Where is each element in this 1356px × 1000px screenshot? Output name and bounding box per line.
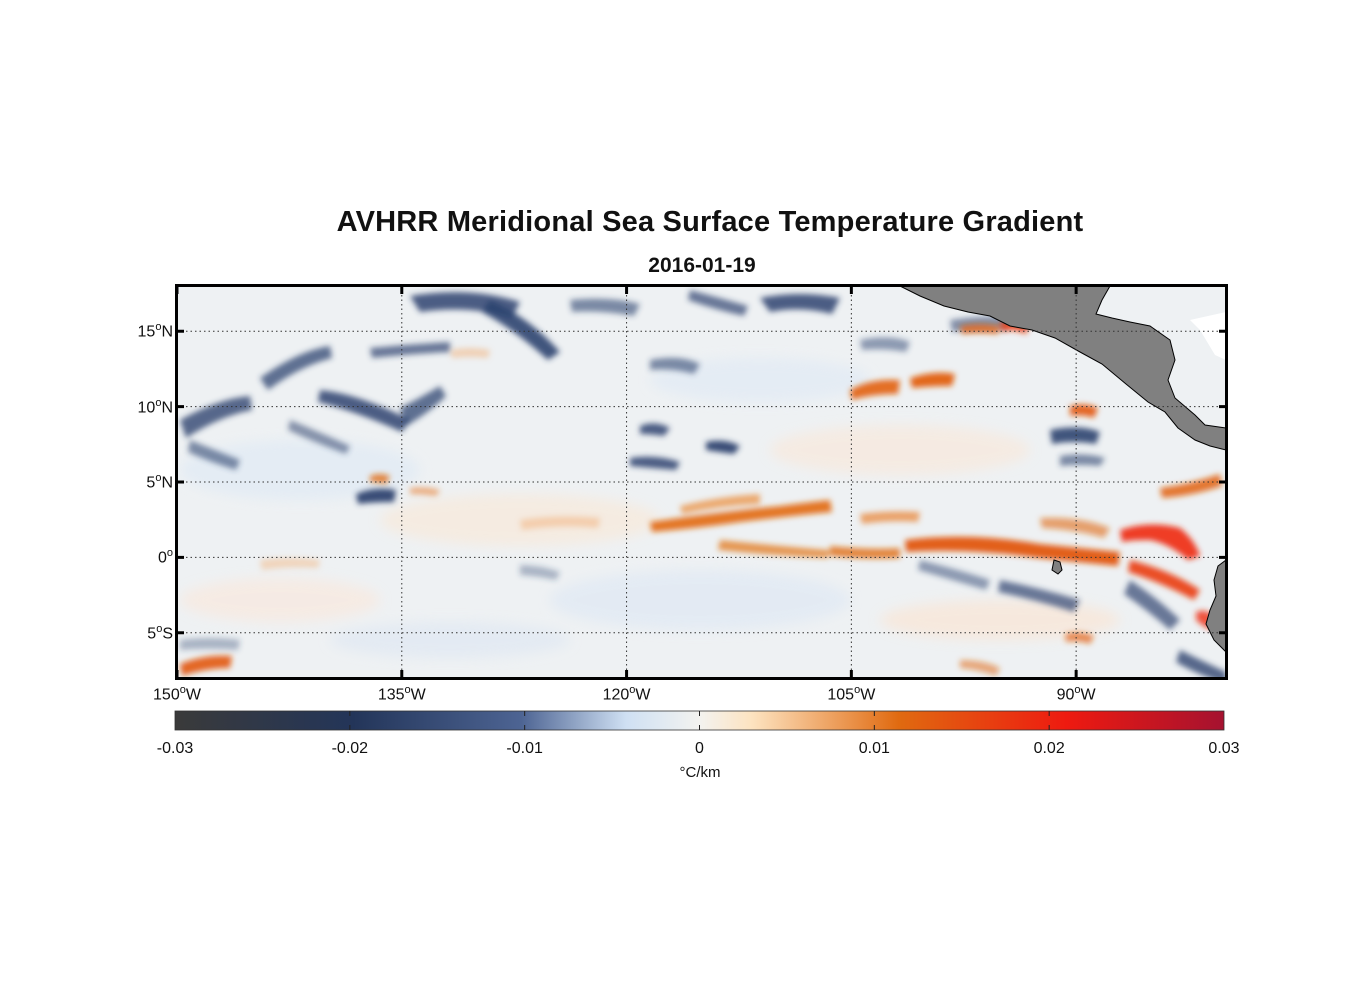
- lon-label: 135oW: [377, 684, 426, 704]
- lat-label: 5oN: [146, 472, 173, 492]
- colorbar-tick-label: 0.01: [858, 740, 890, 757]
- lat-label: 0o: [157, 547, 173, 567]
- lon-label: 120oW: [602, 684, 651, 704]
- map-subtitle: 2016-01-19: [648, 254, 756, 277]
- colorbar-tick-label: -0.02: [331, 740, 369, 757]
- colorbar-tick-label: -0.03: [156, 740, 194, 757]
- gradient-field: [177, 286, 1226, 678]
- lon-label: 150oW: [153, 684, 201, 704]
- lon-label: 90oW: [1056, 684, 1096, 704]
- lon-label: 105oW: [827, 684, 876, 704]
- map-title: AVHRR Meridional Sea Surface Temperature…: [336, 206, 1084, 238]
- colorbar-tick-label: 0.02: [1033, 740, 1065, 757]
- lat-label: 10oN: [137, 396, 173, 416]
- colorbar-units: °C/km: [679, 764, 721, 781]
- graticule: [176, 286, 1226, 678]
- lat-label: 5oS: [147, 622, 173, 643]
- land-masses: [899, 286, 1226, 653]
- map-ticks: [175, 285, 1227, 679]
- colorbar-tick-label: -0.01: [506, 740, 543, 757]
- colorbar-tick-label: 0.03: [1208, 740, 1240, 757]
- colorbar-tick-label: 0: [695, 740, 704, 757]
- lat-label: 15oN: [137, 321, 173, 341]
- colorbar-ticks: [349, 711, 1050, 730]
